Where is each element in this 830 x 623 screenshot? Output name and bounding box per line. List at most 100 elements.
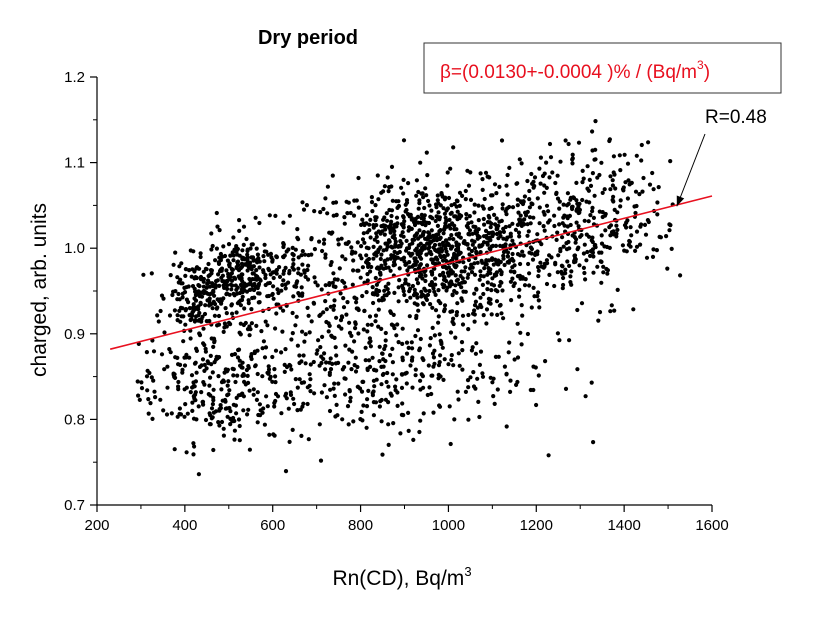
data-point — [517, 234, 522, 239]
data-point — [427, 231, 432, 236]
data-point — [315, 348, 320, 353]
data-point — [322, 237, 327, 242]
data-point — [448, 268, 453, 273]
data-point — [485, 174, 490, 179]
data-point — [595, 175, 600, 180]
data-point — [227, 388, 232, 393]
data-point — [525, 233, 530, 238]
data-point — [365, 329, 370, 334]
data-point — [270, 259, 275, 264]
data-point — [445, 270, 450, 276]
data-point — [400, 341, 405, 346]
data-point — [578, 234, 583, 239]
data-point — [418, 418, 423, 423]
data-point — [319, 287, 324, 292]
data-point — [364, 404, 370, 409]
data-point — [195, 289, 200, 294]
data-point — [442, 211, 447, 216]
data-point — [542, 171, 547, 176]
data-point — [168, 350, 173, 355]
data-point — [505, 172, 510, 178]
data-point — [428, 302, 433, 307]
data-point — [459, 269, 464, 274]
data-point — [202, 342, 207, 348]
data-point — [472, 210, 477, 215]
data-point — [255, 420, 260, 425]
data-point — [460, 348, 465, 353]
data-point — [334, 353, 339, 358]
data-point — [421, 302, 426, 307]
data-point — [382, 288, 387, 293]
data-point — [633, 210, 638, 216]
data-point — [650, 254, 656, 259]
data-point — [312, 247, 317, 252]
data-point — [249, 307, 254, 312]
data-point — [175, 313, 180, 318]
data-point — [159, 352, 165, 357]
data-point — [234, 310, 239, 315]
data-point — [585, 249, 590, 255]
data-point — [228, 422, 233, 427]
data-point — [197, 364, 203, 369]
data-point — [509, 298, 514, 303]
data-point — [472, 303, 478, 308]
data-point — [403, 371, 408, 376]
data-point — [387, 207, 392, 213]
data-point — [397, 249, 402, 255]
data-point — [268, 272, 273, 277]
data-point — [210, 370, 215, 375]
data-point — [403, 277, 408, 282]
data-point — [476, 218, 481, 223]
data-point — [480, 260, 485, 265]
data-point — [582, 218, 587, 223]
data-point — [271, 275, 276, 281]
data-point — [404, 351, 410, 356]
data-point — [426, 220, 432, 226]
data-point — [300, 249, 305, 254]
data-point — [376, 307, 381, 312]
data-point — [377, 359, 382, 364]
data-point — [309, 236, 314, 241]
data-point — [518, 213, 523, 218]
data-point — [529, 251, 534, 256]
data-point — [203, 417, 209, 423]
data-point — [331, 386, 336, 391]
x-tick-label: 200 — [84, 517, 109, 534]
data-point — [183, 402, 188, 407]
data-point — [197, 317, 202, 322]
data-point — [480, 177, 485, 182]
data-point — [466, 221, 471, 226]
data-point — [194, 305, 200, 310]
data-point — [291, 262, 296, 267]
data-point — [633, 248, 638, 253]
data-point — [558, 249, 563, 254]
data-point — [472, 261, 477, 266]
data-point — [469, 220, 474, 225]
data-point — [624, 225, 629, 230]
data-point — [436, 288, 441, 293]
data-point — [281, 278, 286, 283]
data-point — [664, 234, 669, 239]
data-point — [332, 393, 337, 398]
data-point — [196, 283, 201, 288]
data-point — [624, 249, 629, 254]
data-point — [203, 303, 208, 308]
data-point — [191, 441, 196, 446]
data-point — [173, 250, 178, 255]
data-point — [364, 221, 369, 226]
data-point — [232, 437, 237, 442]
data-point — [208, 353, 213, 358]
data-point — [255, 274, 260, 279]
data-point — [386, 189, 391, 194]
data-point — [490, 380, 495, 385]
data-point — [419, 191, 424, 196]
data-point — [343, 285, 348, 290]
data-point — [668, 223, 673, 228]
data-point — [191, 416, 197, 421]
data-point — [263, 272, 268, 278]
data-point — [457, 203, 462, 208]
data-point — [238, 321, 243, 326]
data-point — [252, 281, 257, 287]
data-point — [627, 239, 633, 244]
data-point — [611, 199, 616, 204]
